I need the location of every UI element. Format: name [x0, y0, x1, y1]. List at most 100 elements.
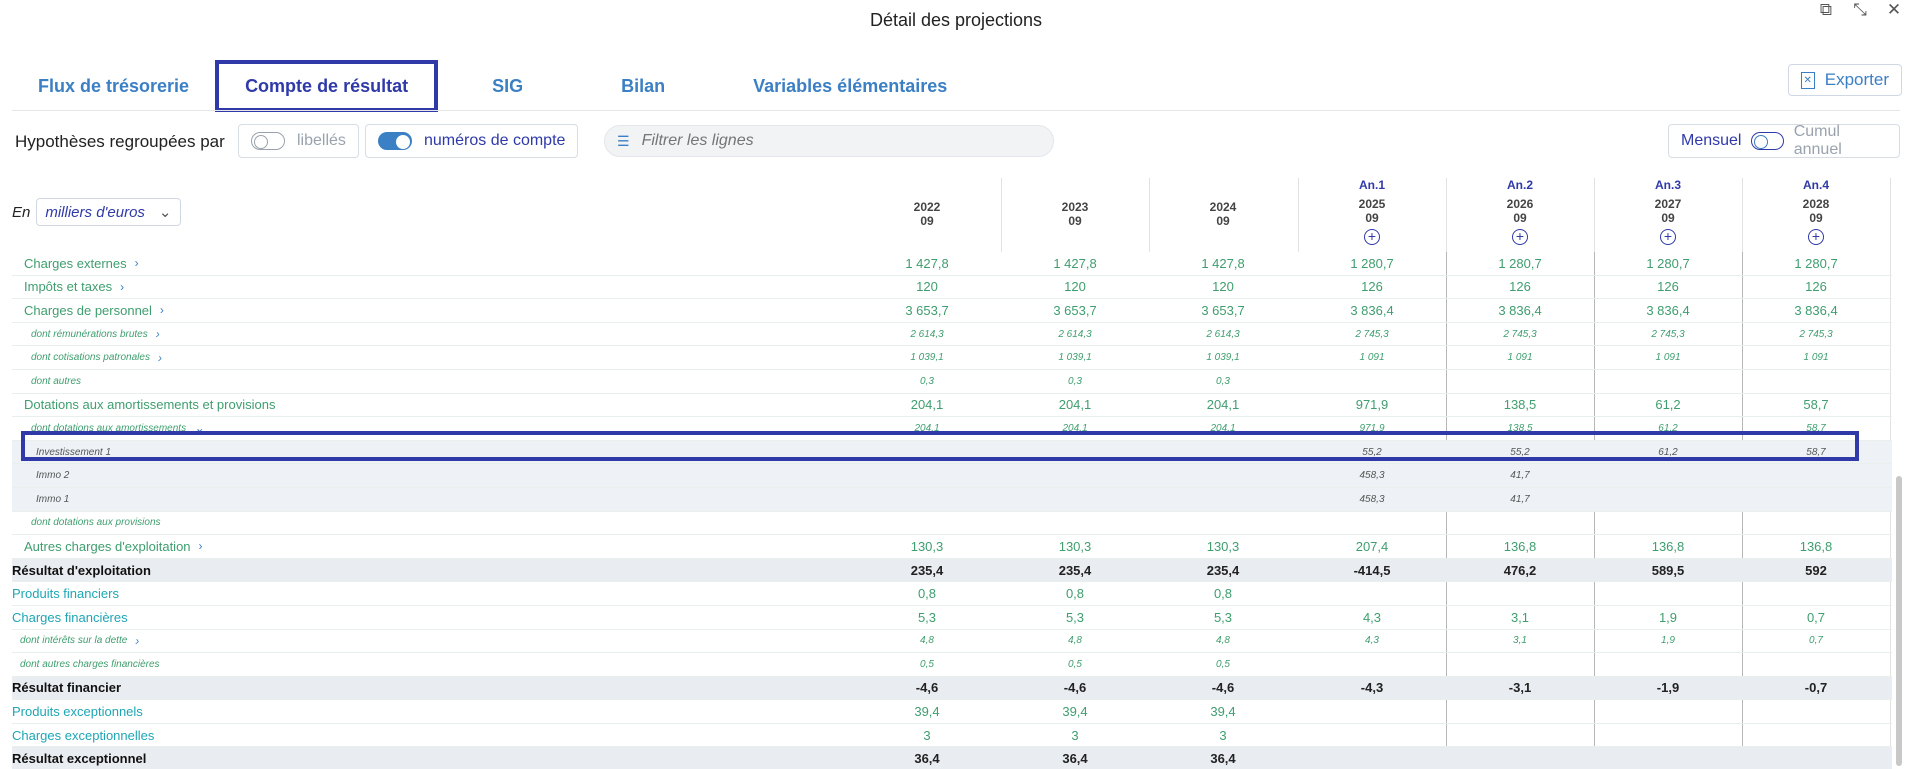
row-label-text: Dotations aux amortissements et provisio… [24, 397, 276, 413]
chevron-right-icon[interactable]: › [134, 256, 139, 271]
cell-value: 4,8 [1068, 635, 1082, 647]
cell-value: 3 836,4 [1498, 302, 1542, 318]
table-row[interactable]: Dotations aux amortissements et provisio… [12, 394, 1892, 418]
filter-lines-search[interactable]: ☰ [604, 125, 1054, 157]
row-label: Immo 1 [36, 494, 69, 505]
period-toggle[interactable]: Mensuel Cumul annuel [1668, 123, 1900, 158]
table-row[interactable]: dont rémunérations brutes › 2 614,3 2 614,3… [12, 323, 1892, 347]
row-label[interactable]: Autres charges d'exploitation › [24, 539, 203, 554]
month-label: 09 [1216, 214, 1230, 228]
cell-value: 126 [1805, 279, 1827, 295]
chevron-right-icon[interactable]: › [120, 279, 125, 294]
table-row[interactable]: Immo 2 458,3 41,7 [12, 464, 1892, 488]
cumul-label: Cumul annuel [1793, 123, 1842, 158]
row-label: Résultat d'exploitation [12, 563, 151, 578]
tab-sig[interactable]: SIG [492, 75, 524, 96]
year-label: 2024 [1209, 200, 1237, 214]
row-label[interactable]: Charges externes › [24, 256, 139, 271]
year-index-label: An.3 [1654, 178, 1681, 192]
row-label[interactable]: Charges de personnel › [24, 303, 164, 318]
toggle-switch[interactable] [251, 132, 285, 150]
cell-value: 1 427,8 [1053, 255, 1097, 271]
cell-value: 3 653,7 [1053, 302, 1097, 318]
cell-value: -1,9 [1656, 680, 1680, 696]
toggle-switch[interactable] [378, 132, 412, 150]
filter-lines-input[interactable] [641, 132, 1022, 150]
cell-value: 5,3 [917, 609, 937, 625]
table-row[interactable]: dont dotations aux amortissements ⌄ 204,1 2… [12, 417, 1892, 441]
row-label: Charges financières [12, 610, 128, 625]
chevron-right-icon[interactable]: › [157, 350, 162, 365]
cell-value: 2 745,3 [1503, 328, 1537, 340]
cell-value: 0,5 [1216, 658, 1230, 670]
table-row[interactable]: dont autres charges financières 0,5 0,5 0,5 [12, 653, 1892, 677]
cell-value: -4,6 [1063, 680, 1087, 696]
comptes-toggle[interactable]: numéros de compte [365, 124, 579, 158]
cell-value: 235,4 [1058, 562, 1092, 578]
header-separator [1890, 178, 1891, 252]
row-label[interactable]: dont dotations aux amortissements ⌄ [31, 421, 204, 435]
table-row[interactable]: Résultat d'exploitation 235,4 235,4 235,4 -4… [12, 558, 1892, 583]
cell-value: 55,2 [1362, 446, 1382, 458]
year-label: 2022 [913, 200, 941, 214]
table-row[interactable]: Résultat financier -4,6 -4,6 -4,6 -4,3 -3,1 -1… [12, 676, 1892, 701]
row-label[interactable]: dont rémunérations brutes › [31, 327, 160, 341]
open-external-icon[interactable]: ⧉ [1819, 0, 1833, 19]
toggle-switch[interactable] [1751, 132, 1784, 150]
table-row[interactable]: Résultat exceptionnel 36,4 36,4 36,4 [12, 747, 1892, 769]
table-row[interactable]: dont autres 0,3 0,3 0,3 [12, 370, 1892, 394]
cell-value: 126 [1509, 279, 1531, 295]
table-row[interactable]: Produits exceptionnels 39,4 39,4 39,4 [12, 700, 1892, 724]
chevron-right-icon[interactable]: › [159, 303, 164, 318]
chevron-right-icon[interactable]: › [135, 633, 140, 648]
row-label[interactable]: dont cotisations patronales › [31, 351, 162, 365]
tab-compte-resultat[interactable]: Compte de résultat [215, 60, 439, 112]
table-row[interactable]: Charges financières 5,3 5,3 5,3 4,3 3,1 1,9 0,7 [12, 606, 1892, 630]
table-row[interactable]: Immo 1 458,3 41,7 [12, 487, 1892, 512]
table-row[interactable]: Produits financiers 0,8 0,8 0,8 [12, 582, 1892, 606]
row-label-text: Charges de personnel [24, 302, 152, 318]
unit-prefix: En [12, 203, 31, 221]
add-column-icon[interactable]: + [1364, 229, 1380, 245]
header-separator [1298, 178, 1299, 252]
vertical-scrollbar[interactable] [1896, 476, 1902, 766]
unit-select[interactable]: milliers d'euros ⌄ [36, 198, 181, 226]
table-row[interactable]: Charges de personnel › 3 653,7 3 653,7 3 653… [12, 299, 1892, 323]
table-row[interactable]: Impôts et taxes › 120 120 120 126 126 126 126 [12, 276, 1892, 300]
add-column-icon[interactable]: + [1512, 229, 1528, 245]
table-row[interactable]: Charges externes › 1 427,8 1 427,8 1 427,8 1 … [12, 252, 1892, 276]
cell-value: 39,4 [914, 704, 940, 720]
table-row[interactable]: dont dotations aux provisions [12, 512, 1892, 536]
cell-value: 61,2 [1658, 446, 1678, 458]
table-row[interactable]: Charges exceptionnelles 3 3 3 [12, 724, 1892, 748]
tab-bilan[interactable]: Bilan [621, 75, 666, 96]
row-label: dont dotations aux provisions [31, 517, 161, 528]
add-column-icon[interactable]: + [1808, 229, 1824, 245]
table-row[interactable]: dont cotisations patronales › 1 039,1 1 039… [12, 346, 1892, 370]
libelles-toggle[interactable]: libellés [238, 124, 359, 158]
row-label: Investissement 1 [36, 447, 111, 458]
row-label[interactable]: Impôts et taxes › [24, 279, 124, 294]
tab-variables-elementaires[interactable]: Variables élémentaires [753, 75, 948, 96]
table-row[interactable]: Investissement 1 55,2 55,2 61,2 58,7 [12, 440, 1892, 465]
cell-value: 130,3 [1206, 538, 1240, 554]
close-icon[interactable]: ✕ [1886, 0, 1902, 19]
excel-file-icon: ✕ [1800, 71, 1815, 89]
collapse-icon[interactable]: ⤡ [1853, 0, 1867, 19]
add-column-icon[interactable]: + [1660, 229, 1676, 245]
cell-value: 1 427,8 [1201, 255, 1245, 271]
tab-flux-tresorerie[interactable]: Flux de trésorerie [38, 75, 190, 96]
table-row[interactable]: dont intérêts sur la dette › 4,8 4,8 4,8 4,3 3… [12, 630, 1892, 654]
export-button[interactable]: ✕ Exporter [1787, 64, 1902, 96]
filter-icon: ☰ [617, 132, 630, 149]
cell-value: -414,5 [1353, 562, 1391, 578]
chevron-down-icon[interactable]: ⌄ [194, 421, 205, 436]
libelles-label: libellés [297, 132, 346, 149]
cell-value: 3 653,7 [1201, 302, 1245, 318]
row-label[interactable]: dont intérêts sur la dette › [20, 634, 139, 648]
month-label: 09 [1809, 211, 1823, 225]
chevron-right-icon[interactable]: › [198, 539, 203, 554]
cell-value: 235,4 [1206, 562, 1240, 578]
chevron-right-icon[interactable]: › [155, 327, 160, 342]
table-row[interactable]: Autres charges d'exploitation › 130,3 130,3… [12, 535, 1892, 559]
